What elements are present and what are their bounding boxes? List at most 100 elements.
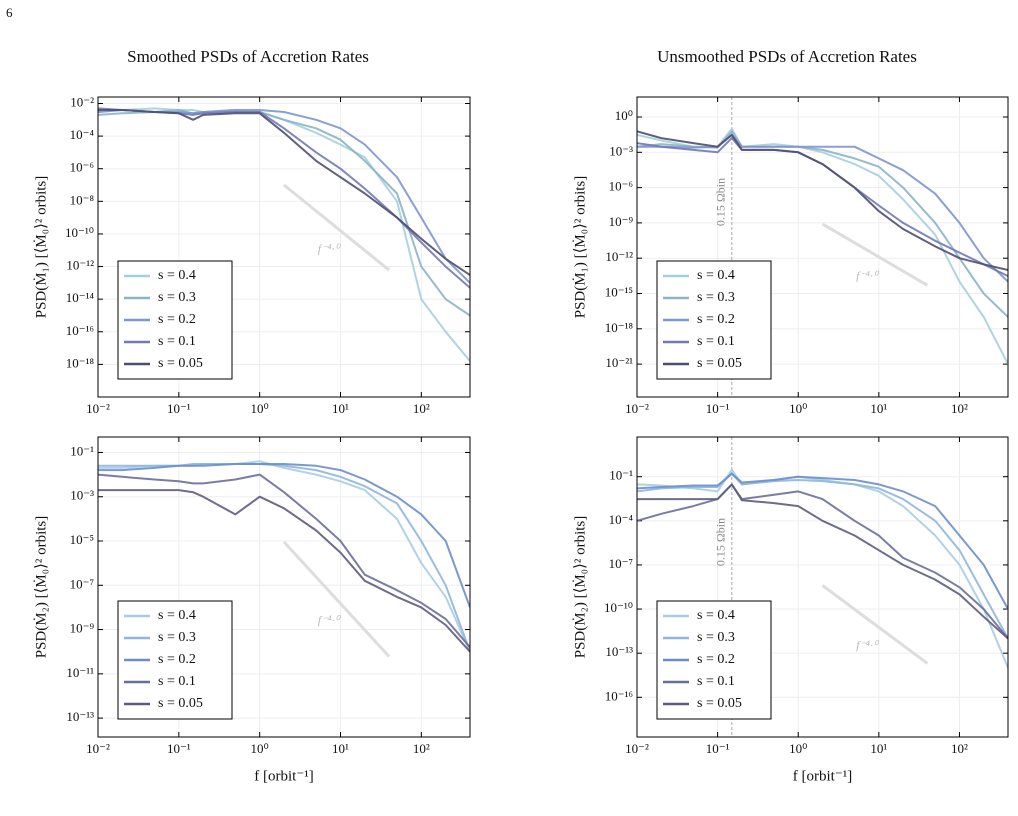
x-tick-label: 10⁰	[251, 741, 269, 756]
x-tick-label: 10⁻²	[625, 401, 649, 416]
y-tick-label: 10⁻¹⁰	[604, 600, 633, 615]
legend-label: s = 0.3	[697, 290, 735, 305]
axes-frame	[97, 436, 471, 738]
legend-label: s = 0.05	[158, 356, 203, 371]
series-line	[637, 483, 1008, 640]
x-tick-label: 10⁻¹	[706, 741, 730, 756]
reference-label: f⁻⁴·⁰	[856, 638, 880, 652]
y-tick-label: 10⁻⁵	[70, 532, 94, 547]
legend-label: s = 0.1	[697, 334, 735, 349]
legend-label: s = 0.4	[697, 608, 735, 623]
y-tick-label: 10⁻³	[609, 143, 633, 158]
x-tick-label: 10¹	[870, 401, 887, 416]
legend-label: s = 0.2	[158, 312, 196, 327]
legend-label: s = 0.1	[158, 674, 196, 689]
y-tick-label: 10⁻⁹	[70, 621, 95, 636]
legend-label: s = 0.1	[697, 674, 735, 689]
legend-label: s = 0.05	[697, 356, 742, 371]
x-tick-label: 10⁰	[251, 401, 269, 416]
y-tick-label: 10⁻⁸	[70, 192, 95, 207]
series-line	[98, 473, 470, 648]
y-axis-label: PSD(Ṁ₂) [⟨Ṁ₀⟩² orbits]	[33, 516, 49, 659]
series-line	[637, 133, 1008, 283]
y-tick-label: 10⁻¹⁸	[66, 355, 95, 370]
legend-label: s = 0.1	[158, 334, 196, 349]
x-tick-label: 10⁰	[789, 741, 807, 756]
y-tick-label: 10⁻⁷	[70, 576, 94, 591]
x-tick-label: 10⁻²	[86, 741, 110, 756]
y-tick-label: 10⁻¹¹	[66, 665, 94, 680]
y-tick-label: 10⁻¹²	[605, 249, 633, 264]
x-tick-label: 10¹	[332, 741, 349, 756]
panel: PSD(Ṁ₂) [⟨Ṁ₀⟩² orbits] f [orbit⁻¹] 10⁻² 10⁻…	[572, 436, 1009, 784]
legend-label: s = 0.4	[697, 268, 735, 283]
y-tick-label: 10⁻¹	[609, 468, 633, 483]
y-tick-label: 10⁻¹⁴	[66, 290, 95, 305]
axes-frame	[97, 96, 471, 398]
reference-line	[821, 584, 929, 665]
x-tick-label: 10¹	[870, 741, 887, 756]
y-axis-label: PSD(Ṁ₁) [⟨Ṁ₀⟩² orbits]	[572, 176, 588, 319]
legend-label: s = 0.4	[158, 268, 196, 283]
y-tick-label: 10⁻⁴	[609, 512, 634, 527]
y-tick-label: 10⁻¹⁶	[605, 688, 633, 703]
reference-line	[282, 541, 391, 658]
x-tick-label: 10⁰	[789, 401, 807, 416]
series-line	[637, 472, 1008, 610]
reference-line	[283, 183, 391, 272]
y-tick-label: 10⁻⁹	[609, 214, 634, 229]
reference-label: f⁻⁴·⁰	[856, 268, 880, 282]
x-tick-label: 10⁻²	[86, 401, 110, 416]
series-line	[98, 463, 470, 608]
x-tick-label: 10²	[951, 741, 968, 756]
legend-label: s = 0.05	[697, 696, 742, 711]
series-line	[637, 130, 1008, 271]
y-tick-label: 10⁰	[615, 108, 633, 123]
y-tick-label: 10⁻¹⁸	[605, 320, 634, 335]
y-tick-label: 10⁻⁶	[70, 160, 94, 175]
axes-frame	[636, 436, 1009, 738]
y-tick-label: 10⁻⁷	[609, 556, 633, 571]
x-tick-label: 10²	[413, 741, 430, 756]
panel: Unsmoothed PSDs of Accretion Rates PSD(Ṁ₁…	[572, 47, 1009, 416]
panel: Smoothed PSDs of Accretion Rates PSD(Ṁ₁) …	[33, 47, 471, 416]
legend-label: s = 0.3	[158, 630, 196, 645]
series-line	[98, 109, 470, 276]
legend-label: s = 0.2	[697, 652, 735, 667]
x-tick-label: 10⁻¹	[167, 741, 191, 756]
series-group	[98, 107, 470, 362]
y-axis-label: PSD(Ṁ₂) [⟨Ṁ₀⟩² orbits]	[572, 516, 588, 659]
panel-title: Smoothed PSDs of Accretion Rates	[127, 47, 369, 66]
reference-label: f⁻⁴·⁰	[318, 613, 342, 627]
legend-label: s = 0.2	[158, 652, 196, 667]
x-tick-label: 10²	[951, 401, 968, 416]
page-number: 6	[6, 5, 13, 20]
y-tick-label: 10⁻¹	[70, 443, 94, 458]
series-group	[637, 127, 1008, 365]
legend-label: s = 0.3	[697, 630, 735, 645]
y-tick-label: 10⁻²¹	[605, 355, 633, 370]
legend-label: s = 0.2	[697, 312, 735, 327]
x-tick-label: 10⁻²	[625, 741, 649, 756]
x-tick-label: 10²	[413, 401, 430, 416]
x-tick-label: 10⁻¹	[167, 401, 191, 416]
axes-frame	[636, 96, 1009, 398]
y-tick-label: 10⁻⁴	[70, 127, 95, 142]
x-tick-label: 10⁻¹	[706, 401, 730, 416]
y-tick-label: 10⁻³	[70, 488, 94, 503]
y-tick-label: 10⁻¹³	[605, 644, 633, 659]
reference-label: f⁻⁴·⁰	[318, 241, 342, 255]
panel: PSD(Ṁ₂) [⟨Ṁ₀⟩² orbits] f [orbit⁻¹] 10⁻² 10⁻…	[33, 436, 471, 784]
vline-label: 0.15 Ωbin	[714, 178, 728, 226]
series-line	[98, 489, 470, 653]
series-line	[637, 483, 1008, 640]
y-tick-label: 10⁻¹³	[66, 709, 94, 724]
vline-label: 0.15 Ωbin	[714, 518, 728, 566]
y-tick-label: 10⁻²	[70, 94, 94, 109]
legend-label: s = 0.4	[158, 608, 196, 623]
x-tick-label: 10¹	[332, 401, 349, 416]
y-axis-label: PSD(Ṁ₁) [⟨Ṁ₀⟩² orbits]	[33, 176, 49, 319]
y-tick-label: 10⁻¹⁶	[66, 323, 94, 338]
panel-title: Unsmoothed PSDs of Accretion Rates	[657, 47, 917, 66]
